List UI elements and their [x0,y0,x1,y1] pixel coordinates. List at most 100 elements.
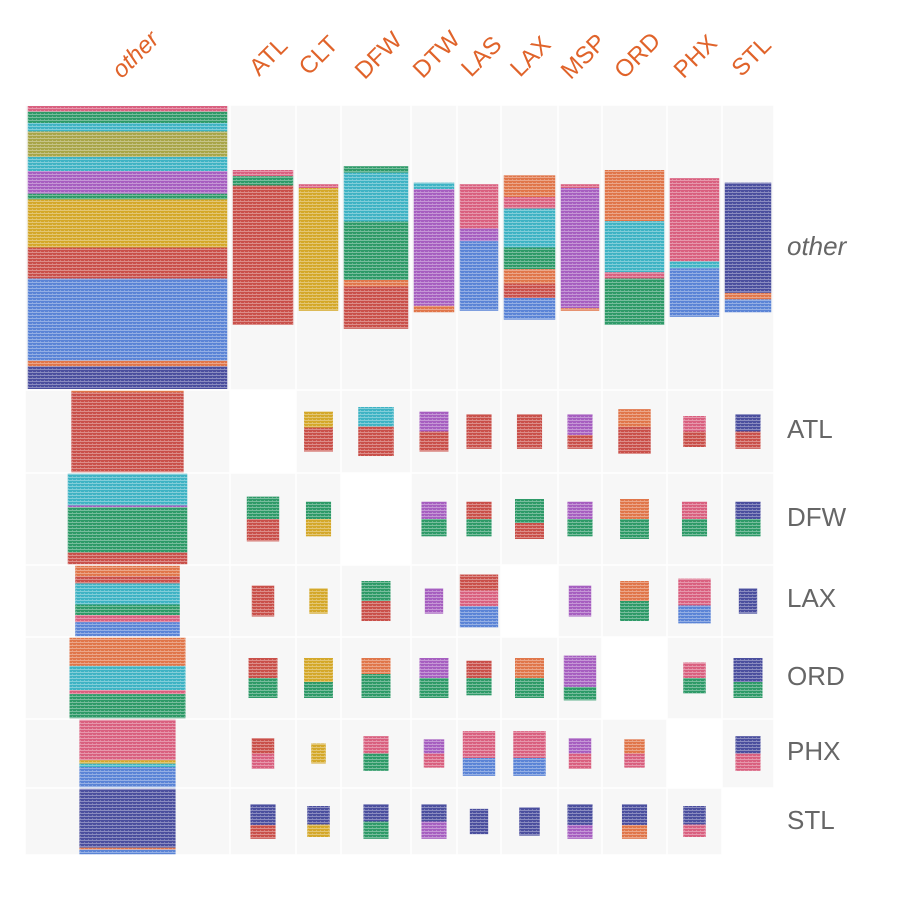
block-texture [423,739,445,768]
column-label-dfw: DFW [350,27,408,85]
block-ord-other [69,637,186,719]
block-other-phx [669,178,720,317]
row-label-other: other [787,231,848,261]
block-texture [669,178,720,317]
block-texture [363,804,389,839]
block-texture [469,808,489,835]
column-label-lax: LAX [505,31,556,82]
block-dfw-atl [246,496,280,542]
block-texture [466,414,492,449]
block-texture [735,414,761,449]
block-ord-las [466,660,492,696]
row-label-ord: ORD [787,661,845,691]
block-stl-lax [519,807,540,836]
block-other-stl [724,182,772,313]
block-texture [621,804,648,839]
block-texture [424,588,444,614]
block-texture [361,580,391,622]
block-texture [724,182,772,313]
block-texture [678,578,711,624]
block-texture [735,501,761,537]
block-texture [75,565,180,637]
block-phx-las [462,731,496,776]
block-texture [733,657,763,699]
block-texture [618,409,651,454]
block-lax-other [75,565,180,637]
block-texture [251,738,275,769]
block-atl-clt [304,411,333,452]
block-other-clt [298,184,339,311]
block-phx-clt [311,743,326,764]
column-label-msp: MSP [556,29,612,85]
column-label-atl: ATL [244,32,293,81]
block-texture [568,738,592,769]
block-texture [567,414,593,449]
block-stl-msp [567,804,593,839]
block-other-las [459,184,499,311]
row-label-phx: PHX [787,736,840,766]
row-label-atl: ATL [787,414,833,444]
block-texture [735,736,761,771]
block-ord-stl [733,657,763,699]
block-lax-las [459,574,499,628]
block-texture [309,588,328,614]
block-texture [27,106,228,389]
block-other-msp [560,184,600,311]
block-texture [343,166,409,329]
block-ord-msp [563,655,597,701]
block-other-ord [604,170,665,326]
block-texture [567,501,593,537]
block-texture [462,731,496,776]
block-atl-msp [567,414,593,449]
cell-bg-atl-atl [230,390,296,473]
block-atl-dfw [358,406,394,457]
block-texture [459,574,499,628]
block-texture [568,585,592,617]
block-phx-msp [568,738,592,769]
block-ord-clt [304,657,333,699]
block-stl-other [79,788,176,855]
block-phx-lax [513,731,546,776]
cell-bg-dfw-dfw [341,473,411,565]
block-stl-ord [621,804,648,839]
block-lax-ord [620,580,649,622]
column-label-other: other [107,25,165,83]
block-atl-ord [618,409,651,454]
block-phx-atl [251,738,275,769]
block-dfw-stl [735,501,761,537]
block-other-dfw [343,166,409,329]
block-texture [466,501,492,537]
block-lax-atl [251,585,275,617]
block-lax-stl [738,588,758,614]
column-label-phx: PHX [669,30,723,84]
block-texture [567,804,593,839]
cell-bg-phx-phx [667,719,722,788]
block-stl-clt [307,806,330,837]
block-texture [79,788,176,855]
block-other-dtw [413,182,455,313]
column-label-ord: ORD [609,27,666,84]
matrix-blocks [27,106,772,855]
block-texture [519,807,540,836]
block-texture [683,806,706,837]
block-texture [459,184,499,311]
block-ord-phx [683,662,706,694]
block-stl-las [469,808,489,835]
block-other-atl [232,170,294,326]
block-texture [363,736,389,771]
block-lax-phx [678,578,711,624]
cell-bg-lax-lax [501,565,558,637]
block-texture [307,806,330,837]
block-texture [248,657,278,699]
row-label-stl: STL [787,805,835,835]
block-texture [560,184,600,311]
block-texture [620,498,649,540]
block-texture [304,411,333,452]
block-texture [69,637,186,719]
block-other-lax [503,175,556,320]
cell-bg-ord-ord [602,637,667,719]
block-texture [513,731,546,776]
block-dfw-dtw [421,501,447,537]
block-ord-dtw [419,657,449,699]
